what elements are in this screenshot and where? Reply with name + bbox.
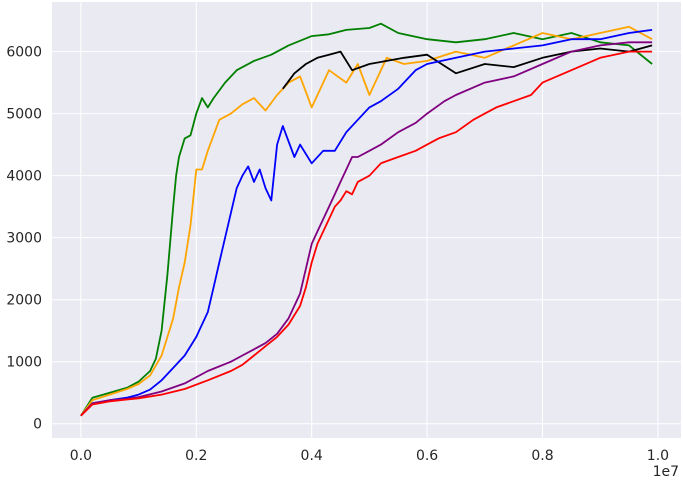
y-tick-label: 1000 [6, 355, 42, 371]
series-layer [80, 22, 653, 417]
series-line-4 [80, 41, 653, 417]
y-axis: 0 1000 2000 3000 4000 5000 6000 [6, 45, 42, 433]
x-axis: 0.0 0.2 0.4 0.6 0.8 1.0 [70, 448, 669, 464]
x-axis-offset-label: 1e7 [653, 464, 679, 480]
x-tick-label: 0.4 [301, 448, 323, 464]
y-tick-label: 4000 [6, 169, 42, 185]
plot-background [52, 2, 681, 438]
series-line-3 [80, 29, 653, 417]
y-tick-label: 5000 [6, 107, 42, 123]
series-line-1 [80, 25, 653, 417]
y-tick-label: 0 [33, 417, 42, 433]
series-line-5 [80, 50, 653, 417]
x-tick-label: 0.0 [70, 448, 92, 464]
y-tick-label: 2000 [6, 293, 42, 309]
series-line-0 [80, 22, 653, 417]
y-tick-label: 6000 [6, 45, 42, 61]
x-tick-label: 1.0 [647, 448, 669, 464]
y-tick-label: 3000 [6, 231, 42, 247]
x-tick-label: 0.6 [416, 448, 438, 464]
x-tick-label: 0.8 [531, 448, 553, 464]
x-tick-label: 0.2 [185, 448, 207, 464]
